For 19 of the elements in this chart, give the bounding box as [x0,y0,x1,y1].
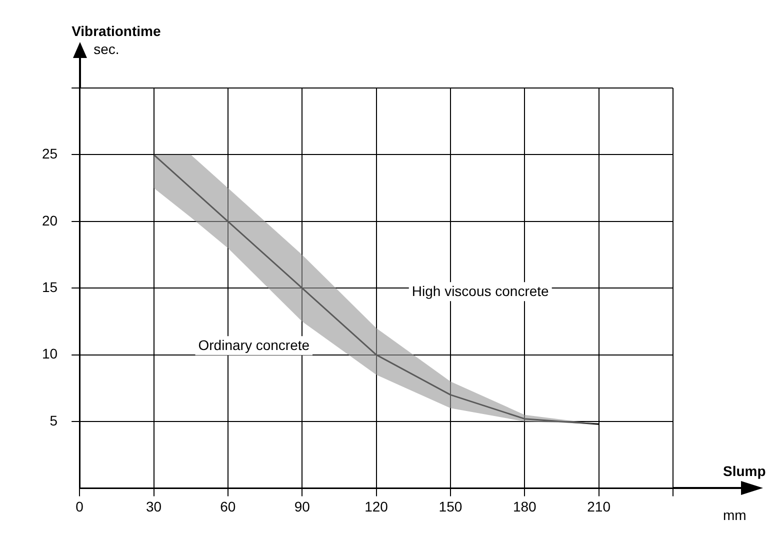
x-tick-label: 180 [512,498,537,514]
y-tick-label: 5 [50,412,58,428]
y-tick-label: 10 [42,346,58,362]
text: mm [723,507,746,524]
x-axis-title: Slump [723,463,766,480]
y-tick-label: 25 [42,146,58,162]
y-axis-title: Vibrationtime [72,23,161,39]
annotation: High viscous concrete [412,283,550,300]
x-tick-label: 30 [146,498,162,514]
x-tick-label: 120 [364,498,388,514]
y-tick-label: 15 [42,278,58,295]
annotation: Ordinary concrete [198,337,310,354]
x-tick-label: 210 [587,498,611,514]
x-tick-label: 0 [76,498,84,514]
text: sec. [94,41,120,57]
y-tick-label: 20 [42,212,58,228]
x-tick-label: 150 [438,498,462,514]
x-tick-label: 90 [294,498,310,514]
x-tick-label: 60 [220,498,236,514]
